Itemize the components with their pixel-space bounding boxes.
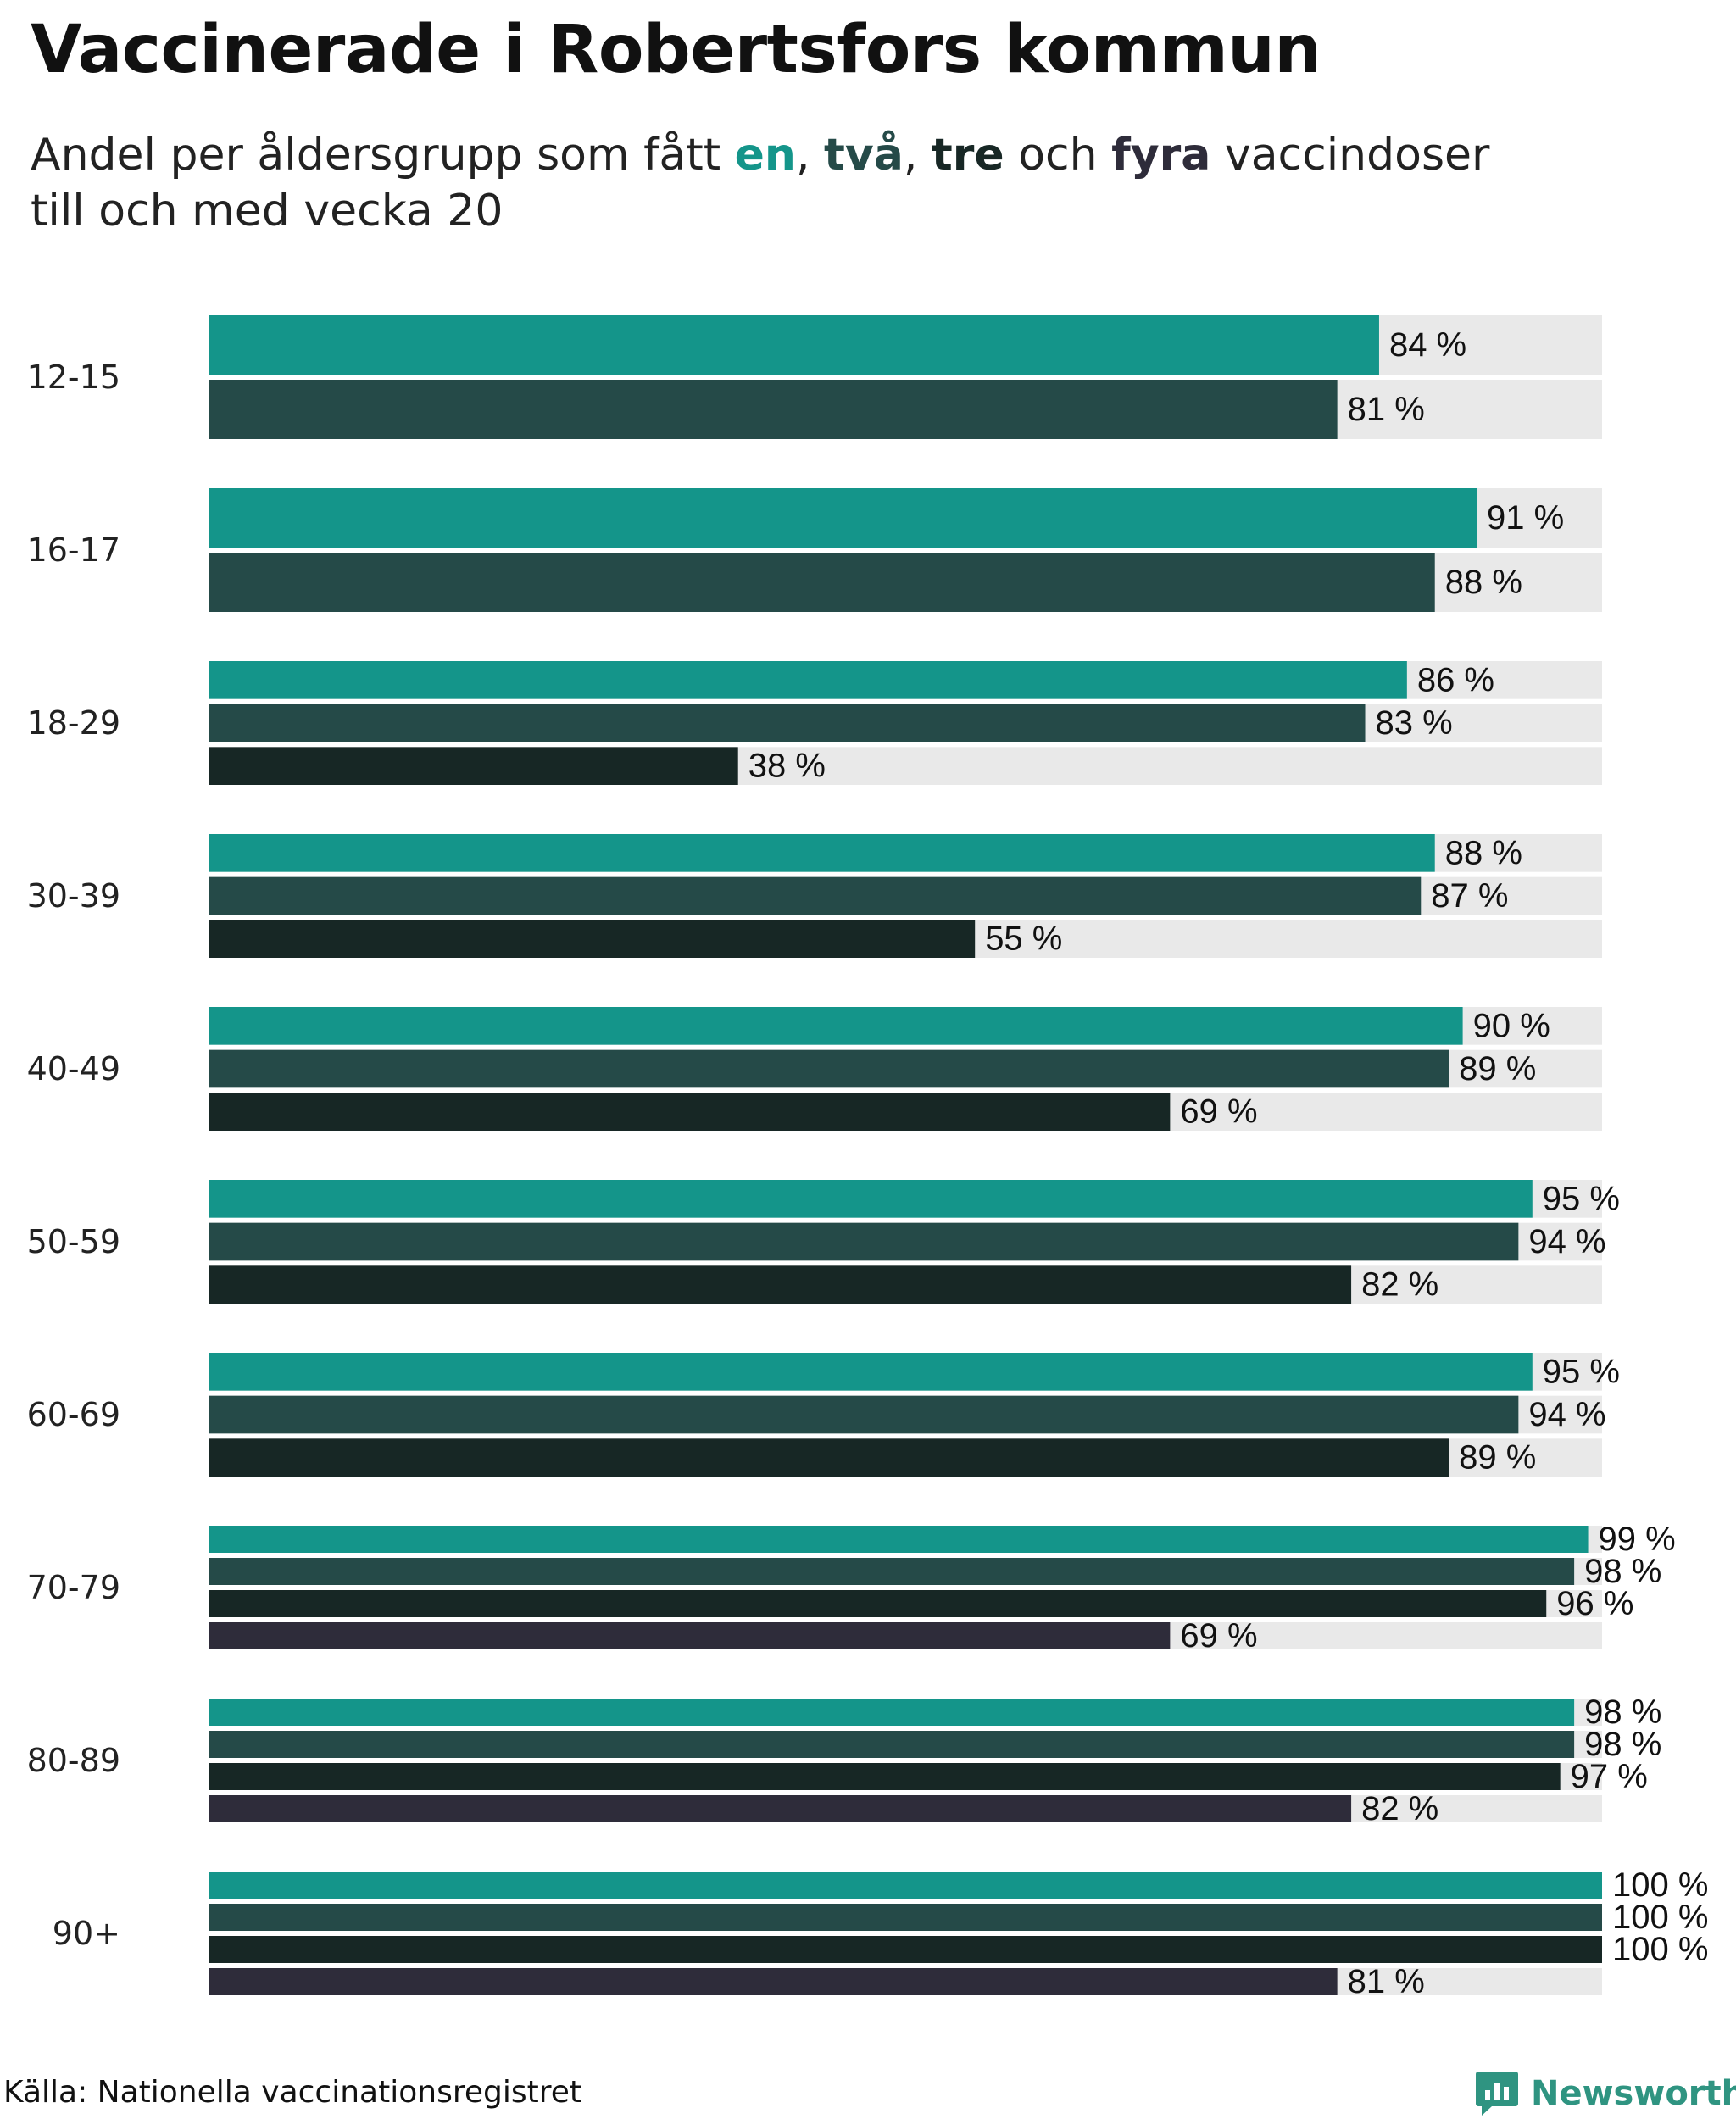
value-label: 82 % <box>1361 1790 1438 1827</box>
subtitle-dose-two: två <box>824 130 904 181</box>
bar-tre <box>209 747 738 785</box>
value-label: 83 % <box>1376 704 1453 742</box>
bar-en <box>209 1353 1533 1391</box>
bar-tre <box>209 1936 1602 1963</box>
category-label: 12-15 <box>27 359 120 396</box>
subtitle-text: till och med vecka 20 <box>31 186 504 236</box>
brand-name: Newsworthy <box>1531 2074 1736 2113</box>
bar-två <box>209 1395 1519 1434</box>
subtitle-dose-one: en <box>734 130 796 181</box>
value-label: 88 % <box>1445 834 1522 871</box>
category-label: 16-17 <box>27 531 120 569</box>
value-label: 95 % <box>1543 1180 1620 1217</box>
value-label: 84 % <box>1389 326 1466 364</box>
bar-två <box>209 1904 1602 1931</box>
value-label: 89 % <box>1459 1050 1536 1087</box>
bar-en <box>209 661 1407 699</box>
category-label: 50-59 <box>27 1223 120 1260</box>
value-label: 81 % <box>1348 391 1425 428</box>
chart-title: Vaccinerade i Robertsfors kommun <box>31 12 1321 88</box>
bar-tre <box>209 920 976 958</box>
bar-två <box>209 553 1435 612</box>
value-label: 91 % <box>1487 499 1564 537</box>
value-label: 94 % <box>1528 1223 1605 1260</box>
value-label: 55 % <box>985 920 1062 958</box>
brand-logo: Newsworthy <box>1475 2070 1736 2117</box>
category-label: 18-29 <box>27 704 120 742</box>
bar-en <box>209 1699 1575 1726</box>
bar-två <box>209 1049 1449 1088</box>
bar-två <box>209 1222 1519 1261</box>
bar-en <box>209 1526 1589 1553</box>
category-label: 60-69 <box>27 1396 120 1433</box>
bar-en <box>209 834 1435 872</box>
value-label: 98 % <box>1584 1726 1661 1763</box>
category-label: 70-79 <box>27 1569 120 1606</box>
bar-tre <box>209 1265 1352 1304</box>
bar-en <box>209 1007 1463 1045</box>
subtitle-separator: och <box>1004 130 1112 181</box>
category-label: 90+ <box>53 1915 120 1952</box>
bar-en <box>209 315 1379 375</box>
value-label: 82 % <box>1361 1266 1438 1304</box>
bar-tre <box>209 1093 1171 1131</box>
value-label: 86 % <box>1417 661 1494 698</box>
subtitle-dose-four: fyra <box>1111 130 1211 181</box>
newsworthy-logo-icon <box>1476 2072 1518 2116</box>
category-label: 30-39 <box>27 877 120 915</box>
subtitle-separator: , <box>795 130 825 181</box>
value-label: 97 % <box>1571 1758 1648 1795</box>
bar-två <box>209 1558 1575 1585</box>
category-label: 80-89 <box>27 1742 120 1779</box>
value-label: 94 % <box>1528 1396 1605 1433</box>
value-label: 98 % <box>1584 1553 1661 1590</box>
value-label: 95 % <box>1543 1353 1620 1390</box>
bar-två <box>209 876 1422 915</box>
bar-fyra <box>209 1795 1352 1822</box>
value-label: 96 % <box>1556 1585 1633 1622</box>
bar-en <box>209 1872 1602 1899</box>
value-label: 69 % <box>1180 1093 1257 1131</box>
subtitle-text: Andel per åldersgrupp som fått <box>31 130 735 181</box>
bar-två <box>209 704 1366 742</box>
category-label: 40-49 <box>27 1050 120 1087</box>
chart-subtitle: Andel per åldersgrupp som fått en, två, … <box>31 127 1641 239</box>
subtitle-text: vaccindoser <box>1210 130 1490 181</box>
bar-två <box>209 1731 1575 1758</box>
source-note: Källa: Nationella vaccinationsregistret <box>3 2075 581 2110</box>
bar-tre <box>209 1590 1547 1617</box>
value-label: 100 % <box>1612 1931 1708 1968</box>
bar-en <box>209 1180 1533 1218</box>
value-label: 99 % <box>1599 1521 1676 1558</box>
value-label: 100 % <box>1612 1866 1708 1904</box>
value-label: 89 % <box>1459 1439 1536 1477</box>
bar-två <box>209 380 1338 439</box>
value-label: 90 % <box>1473 1007 1550 1044</box>
value-label: 98 % <box>1584 1694 1661 1731</box>
subtitle-dose-three: tre <box>931 130 1004 181</box>
value-label: 100 % <box>1612 1899 1708 1936</box>
value-label: 38 % <box>748 748 826 785</box>
bar-tre <box>209 1763 1561 1790</box>
value-label: 87 % <box>1431 877 1508 915</box>
bar-fyra <box>209 1622 1171 1649</box>
value-label: 81 % <box>1348 1963 1425 2000</box>
value-label: 69 % <box>1180 1617 1257 1655</box>
bar-chart: 12-15 84 % 81 % 16-17 91 % 88 % 18-29 86 % 83 % 3… <box>27 315 1708 2000</box>
bar-fyra <box>209 1968 1338 1995</box>
subtitle-separator: , <box>903 130 932 181</box>
bar-tre <box>209 1438 1449 1477</box>
value-label: 88 % <box>1445 564 1522 601</box>
bar-en <box>209 488 1477 548</box>
